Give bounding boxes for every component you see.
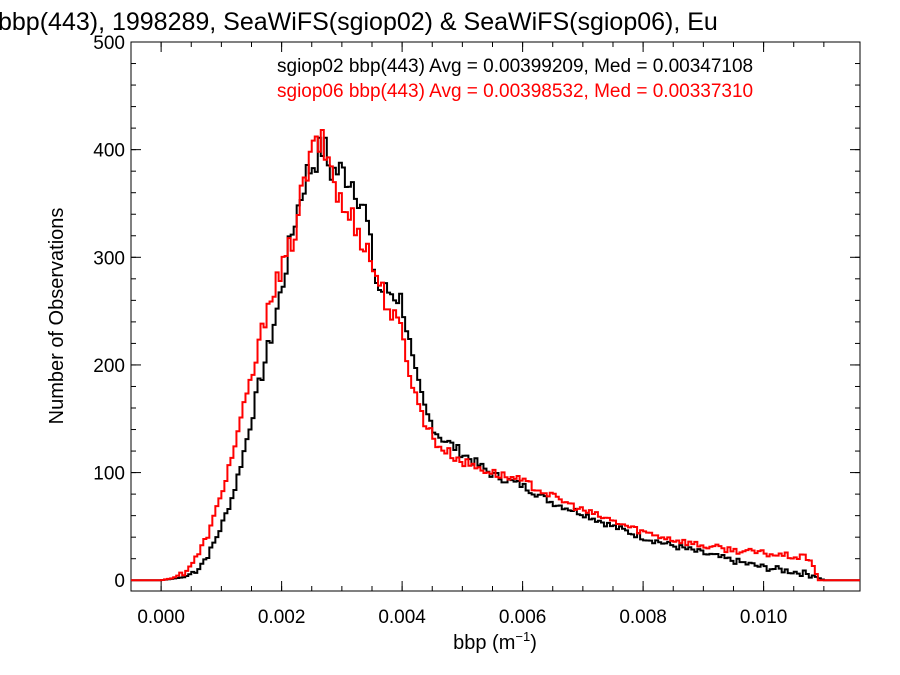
y-tick-label: 100 [93,464,125,485]
y-tick-label: 300 [93,248,125,269]
x-axis-ticks: 0.000 0.002 0.004 0.006 0.008 0.010 [137,42,825,628]
chart-title: bbp(443), 1998289, SeaWiFS(sgiop02) & Se… [0,8,718,36]
y-tick-label: 400 [93,141,125,162]
x-tick-label: 0.010 [740,607,788,628]
y-axis-ticks: 0 100 200 300 400 500 [93,33,860,592]
legend-entry-sgiop02: sgiop02 bbp(443) Avg = 0.00399209, Med =… [277,56,753,77]
x-tick-label: 0.008 [619,607,667,628]
y-tick-label: 500 [93,33,125,54]
x-tick-label: 0.002 [258,607,306,628]
x-tick-label: 0.006 [499,607,547,628]
x-axis-label-close: ) [530,632,537,654]
legend-entry-sgiop06: sgiop06 bbp(443) Avg = 0.00398532, Med =… [277,81,753,102]
y-tick-label: 0 [114,571,125,592]
series-line-sgiop02 [131,136,860,582]
x-axis-label: bbp (m−1) [453,629,537,654]
x-axis-label-superscript: −1 [515,629,530,644]
y-tick-label: 200 [93,356,125,377]
x-axis-label-main: bbp (m [453,632,515,654]
plot-frame [130,41,861,592]
series-line-sgiop06 [131,128,860,582]
x-tick-label: 0.000 [137,607,185,628]
y-axis-label: Number of Observations [46,208,68,425]
x-tick-label: 0.004 [378,607,426,628]
series-layer [131,128,860,582]
